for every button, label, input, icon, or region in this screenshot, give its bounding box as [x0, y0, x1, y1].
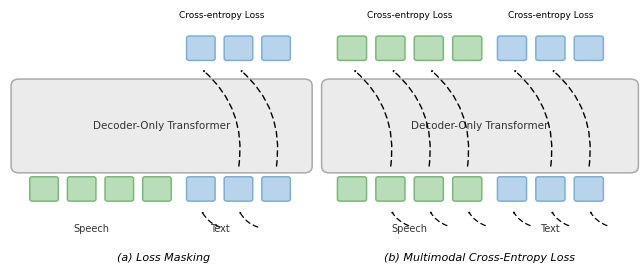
Text: Decoder-Only Transformer: Decoder-Only Transformer [412, 121, 548, 131]
FancyBboxPatch shape [536, 177, 565, 201]
FancyBboxPatch shape [497, 177, 527, 201]
FancyBboxPatch shape [376, 36, 405, 61]
FancyBboxPatch shape [452, 36, 482, 61]
FancyBboxPatch shape [67, 177, 96, 201]
FancyBboxPatch shape [105, 177, 134, 201]
FancyBboxPatch shape [187, 177, 215, 201]
Text: Speech: Speech [392, 224, 428, 234]
Text: Cross-entropy Loss: Cross-entropy Loss [179, 11, 264, 20]
FancyBboxPatch shape [337, 36, 367, 61]
FancyBboxPatch shape [224, 177, 253, 201]
FancyBboxPatch shape [414, 177, 444, 201]
FancyBboxPatch shape [11, 79, 312, 173]
FancyBboxPatch shape [322, 79, 639, 173]
FancyBboxPatch shape [224, 36, 253, 61]
Text: (b) Multimodal Cross-Entropy Loss: (b) Multimodal Cross-Entropy Loss [385, 253, 575, 263]
FancyBboxPatch shape [414, 36, 444, 61]
Text: Text: Text [541, 224, 560, 234]
Text: Decoder-Only Transformer: Decoder-Only Transformer [93, 121, 230, 131]
FancyBboxPatch shape [376, 177, 405, 201]
FancyBboxPatch shape [452, 177, 482, 201]
FancyBboxPatch shape [143, 177, 171, 201]
FancyBboxPatch shape [574, 177, 604, 201]
FancyBboxPatch shape [574, 36, 604, 61]
FancyBboxPatch shape [497, 36, 527, 61]
Text: Cross-entropy Loss: Cross-entropy Loss [367, 11, 452, 20]
FancyBboxPatch shape [262, 177, 291, 201]
Text: Text: Text [210, 224, 230, 234]
FancyBboxPatch shape [536, 36, 565, 61]
FancyBboxPatch shape [337, 177, 367, 201]
Text: Cross-entropy Loss: Cross-entropy Loss [508, 11, 593, 20]
FancyBboxPatch shape [262, 36, 291, 61]
FancyBboxPatch shape [30, 177, 58, 201]
FancyBboxPatch shape [187, 36, 215, 61]
Text: Speech: Speech [73, 224, 109, 234]
Text: (a) Loss Masking: (a) Loss Masking [116, 253, 210, 263]
